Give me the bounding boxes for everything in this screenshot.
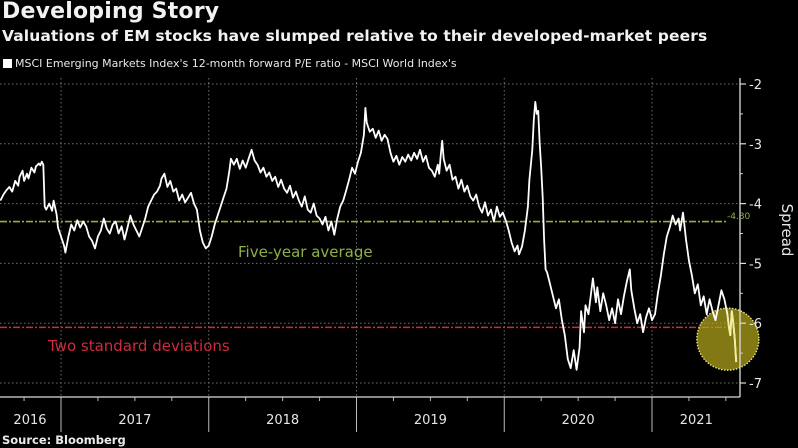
legend-swatch [3, 59, 12, 68]
y-tick-label: -6 [749, 317, 762, 332]
five-year-average-value-label: -4.30 [727, 212, 751, 222]
series-line-highlighted [726, 311, 738, 363]
y-tick-label: -7 [749, 377, 762, 392]
x-tick-label: 2019 [414, 413, 447, 428]
x-tick-label: 2020 [562, 413, 595, 428]
x-tick-label: 2016 [13, 413, 46, 428]
five-year-average-label: Five-year average [238, 243, 373, 261]
chart-title: Developing Story [2, 0, 220, 24]
legend: MSCI Emerging Markets Index's 12-month f… [3, 57, 457, 70]
axes: -2 -3 -4 -5 -6 -7 2016 2017 2018 2019 2020 2021 [0, 78, 762, 432]
gridlines [0, 78, 740, 397]
y-tick-label: -4 [749, 198, 762, 213]
two-std-dev-label: Two standard deviations [47, 337, 230, 355]
y-axis-title: Spread [778, 204, 796, 257]
series-layer [0, 101, 738, 371]
series-line [0, 101, 738, 371]
y-tick-label: -3 [749, 138, 762, 153]
x-tick-label: 2021 [680, 413, 713, 428]
x-tick-label: 2018 [266, 413, 299, 428]
y-tick-label: -2 [749, 78, 762, 93]
reference-lines [0, 220, 727, 329]
x-tick-label: 2017 [118, 413, 151, 428]
legend-label: MSCI Emerging Markets Index's 12-month f… [15, 57, 457, 70]
source-note: Source: Bloomberg [2, 433, 126, 447]
chart-subtitle: Valuations of EM stocks have slumped rel… [2, 27, 708, 45]
y-tick-label: -5 [749, 257, 762, 272]
